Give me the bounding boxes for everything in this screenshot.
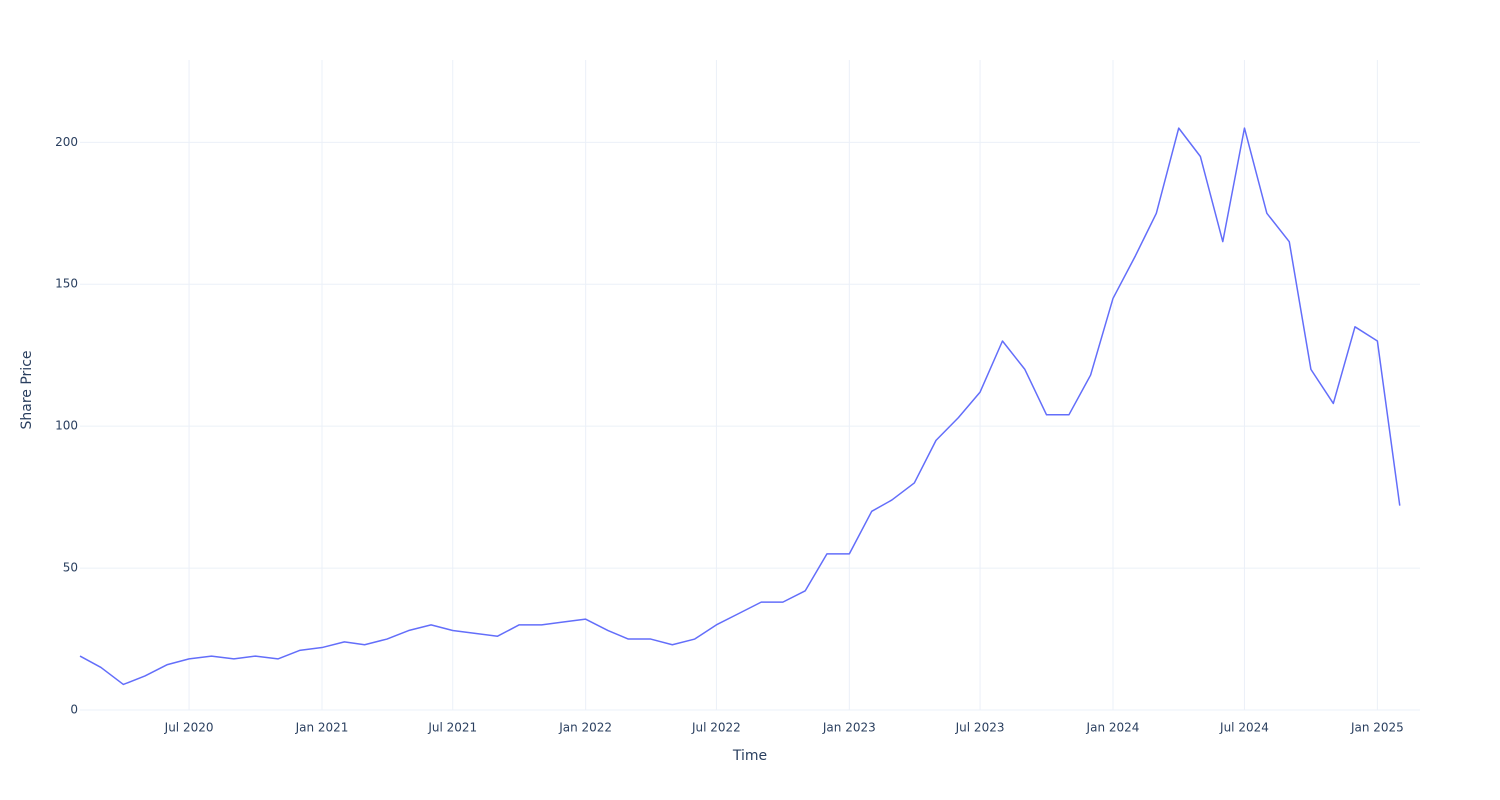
- x-tick-label: Jan 2024: [1086, 721, 1140, 735]
- y-tick-label: 200: [55, 135, 78, 149]
- y-tick-label: 150: [55, 277, 78, 291]
- x-tick-label: Jul 2020: [164, 721, 214, 735]
- x-tick-label: Jul 2024: [1219, 721, 1269, 735]
- x-tick-label: Jan 2023: [822, 721, 876, 735]
- x-axis-title: Time: [732, 748, 767, 764]
- x-tick-label: Jan 2021: [295, 721, 349, 735]
- x-tick-label: Jul 2022: [691, 721, 741, 735]
- x-tick-label: Jul 2021: [427, 721, 477, 735]
- y-axis-title: Share Price: [19, 350, 35, 429]
- y-tick-label: 100: [55, 419, 78, 433]
- y-tick-label: 50: [63, 561, 78, 575]
- y-tick-label: 0: [70, 703, 78, 717]
- x-tick-label: Jul 2023: [955, 721, 1005, 735]
- x-tick-label: Jan 2022: [558, 721, 612, 735]
- price-line: [79, 127, 1401, 686]
- x-tick-label: Jan 2025: [1350, 721, 1404, 735]
